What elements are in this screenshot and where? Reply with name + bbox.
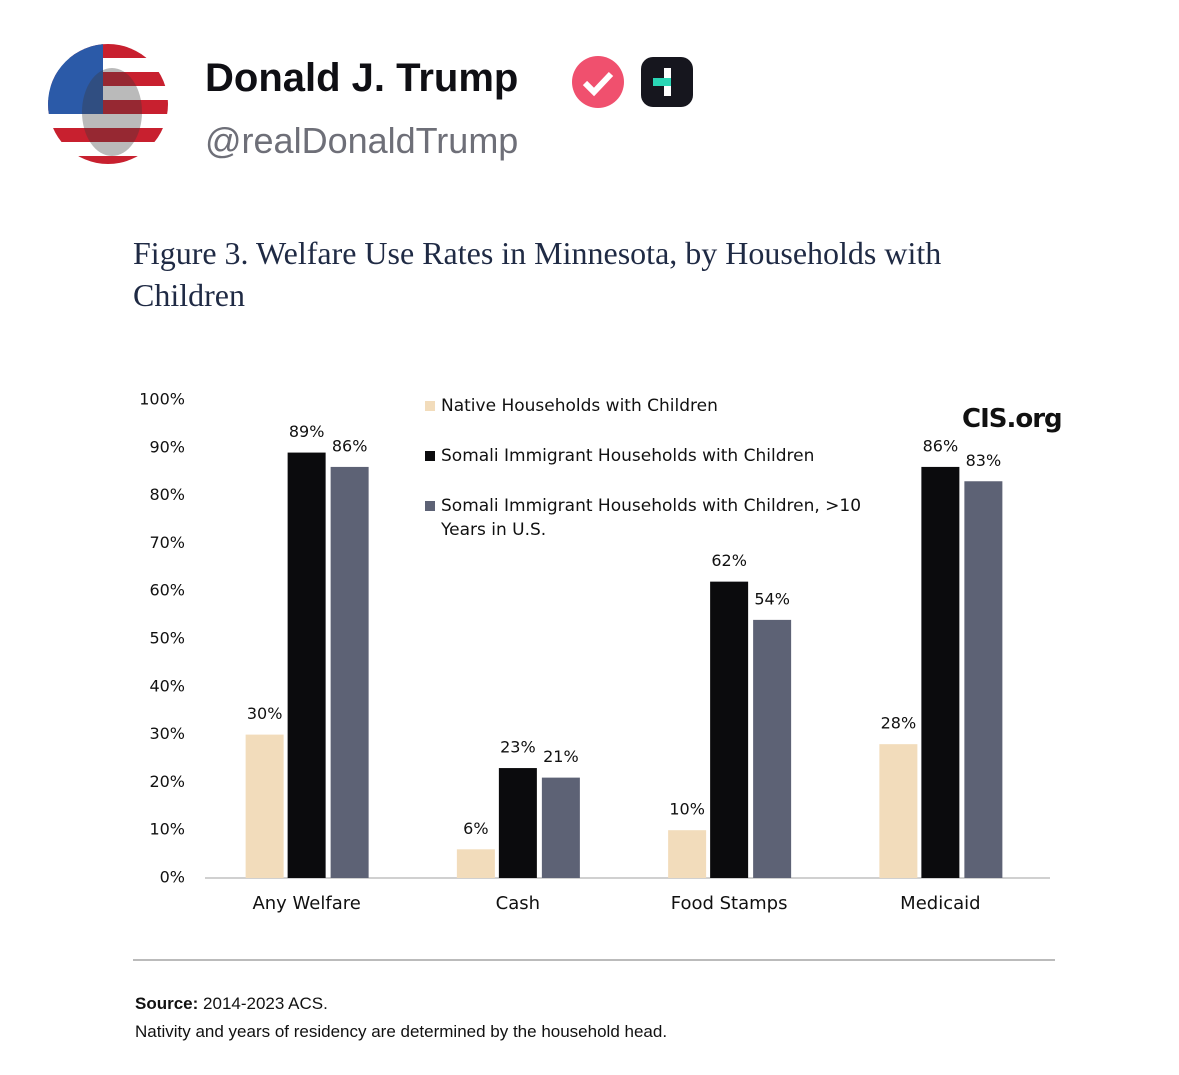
legend-swatch	[425, 501, 435, 511]
chart-title: Figure 3. Welfare Use Rates in Minnesota…	[133, 235, 942, 313]
author-handle[interactable]: @realDonaldTrump	[205, 120, 519, 161]
bar	[753, 619, 792, 878]
source-label: Source:	[135, 994, 199, 1013]
author-name[interactable]: Donald J. Trump	[205, 56, 519, 100]
value-label: 86%	[923, 436, 959, 455]
value-label: 54%	[754, 589, 790, 608]
y-tick-label: 30%	[149, 724, 185, 743]
y-tick-label: 60%	[149, 581, 185, 600]
legend-label: Somali Immigrant Households with Childre…	[441, 446, 815, 466]
source: Source: 2014-2023 ACS.	[135, 994, 328, 1014]
annotation: CIS.org	[962, 404, 1063, 434]
x-tick-label: Medicaid	[900, 893, 980, 914]
bar	[668, 830, 707, 878]
legend-swatch	[425, 401, 435, 411]
legend-item: Native Households with Children	[425, 394, 865, 418]
y-tick-label: 10%	[149, 820, 185, 839]
legend: Native Households with Children Somali Im…	[425, 394, 865, 568]
legend-label: Native Households with Children	[441, 396, 718, 416]
y-tick-label: 40%	[149, 676, 185, 695]
x-tick-label: Cash	[496, 893, 540, 914]
x-tick-label: Any Welfare	[252, 893, 360, 914]
value-label: 28%	[881, 714, 917, 733]
value-label: 62%	[711, 551, 747, 570]
legend-item: Somali Immigrant Households with Childre…	[425, 444, 865, 468]
bar	[498, 768, 537, 878]
legend-label: Somali Immigrant Households with Childre…	[441, 496, 862, 540]
value-label: 23%	[500, 738, 536, 757]
y-tick-label: 0%	[160, 868, 185, 887]
value-label: 30%	[247, 704, 283, 723]
verified-badge	[572, 56, 624, 108]
avatar[interactable]	[48, 44, 168, 170]
y-tick-label: 20%	[149, 772, 185, 791]
value-label: 10%	[669, 800, 705, 819]
bar	[245, 734, 284, 878]
source-text: 2014-2023 ACS.	[203, 994, 328, 1013]
bar	[879, 744, 918, 878]
value-label: 83%	[966, 451, 1002, 470]
bar	[964, 481, 1003, 878]
bar	[287, 452, 326, 878]
value-label: 21%	[543, 747, 579, 766]
y-tick-label: 80%	[149, 485, 185, 504]
legend-item: Somali Immigrant Households with Childre…	[425, 494, 865, 542]
value-label: 86%	[332, 436, 368, 455]
x-tick-label: Food Stamps	[671, 893, 788, 914]
bar	[456, 849, 495, 878]
y-tick-label: 70%	[149, 533, 185, 552]
bar	[330, 466, 369, 878]
bar	[710, 581, 749, 878]
plus-badge[interactable]	[641, 57, 693, 107]
note: Nativity and years of residency are dete…	[135, 1022, 668, 1041]
y-tick-label: 90%	[149, 437, 185, 456]
bar	[541, 777, 580, 878]
value-label: 6%	[463, 819, 488, 838]
bar	[921, 466, 960, 878]
y-tick-label: 50%	[149, 629, 185, 648]
value-label: 89%	[289, 422, 325, 441]
y-tick-label: 100%	[139, 390, 185, 409]
legend-swatch	[425, 451, 435, 461]
